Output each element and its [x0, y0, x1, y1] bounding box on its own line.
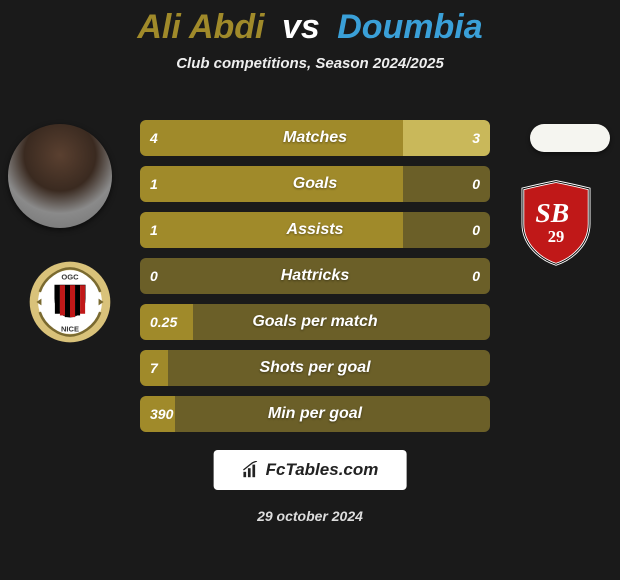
title-player2: Doumbia — [337, 8, 482, 46]
title-vs: vs — [282, 8, 320, 46]
bar-row: 00Hattricks — [140, 258, 490, 294]
subtitle: Club competitions, Season 2024/2025 — [0, 55, 620, 72]
player2-avatar — [530, 124, 610, 152]
watermark: FcTables.com — [214, 450, 407, 490]
bar-label: Assists — [140, 212, 490, 248]
watermark-text: FcTables.com — [266, 460, 379, 480]
svg-text:NICE: NICE — [61, 324, 79, 333]
bar-row: 10Assists — [140, 212, 490, 248]
bar-row: 10Goals — [140, 166, 490, 202]
bar-label: Hattricks — [140, 258, 490, 294]
comparison-bars: 43Matches 10Goals 10Assists 00Hattricks 0.25… — [140, 120, 490, 442]
bar-label: Matches — [140, 120, 490, 156]
title-player1: Ali Abdi — [137, 8, 264, 46]
bar-row: 7Shots per goal — [140, 350, 490, 386]
bar-row: 43Matches — [140, 120, 490, 156]
bar-row: 0.25Goals per match — [140, 304, 490, 340]
player2-club-crest: SB 29 — [510, 176, 602, 268]
svg-text:SB: SB — [535, 197, 569, 228]
bar-label: Shots per goal — [140, 350, 490, 386]
bar-label: Goals per match — [140, 304, 490, 340]
bar-row: 390Min per goal — [140, 396, 490, 432]
date: 29 october 2024 — [0, 508, 620, 524]
player1-avatar — [8, 124, 112, 228]
bar-label: Goals — [140, 166, 490, 202]
svg-text:29: 29 — [548, 227, 565, 246]
chart-icon — [242, 461, 260, 479]
bar-label: Min per goal — [140, 396, 490, 432]
svg-text:OGC: OGC — [61, 272, 79, 281]
player1-club-crest: OGC NICE — [28, 260, 112, 344]
title: Ali Abdi vs Doumbia — [0, 0, 620, 47]
